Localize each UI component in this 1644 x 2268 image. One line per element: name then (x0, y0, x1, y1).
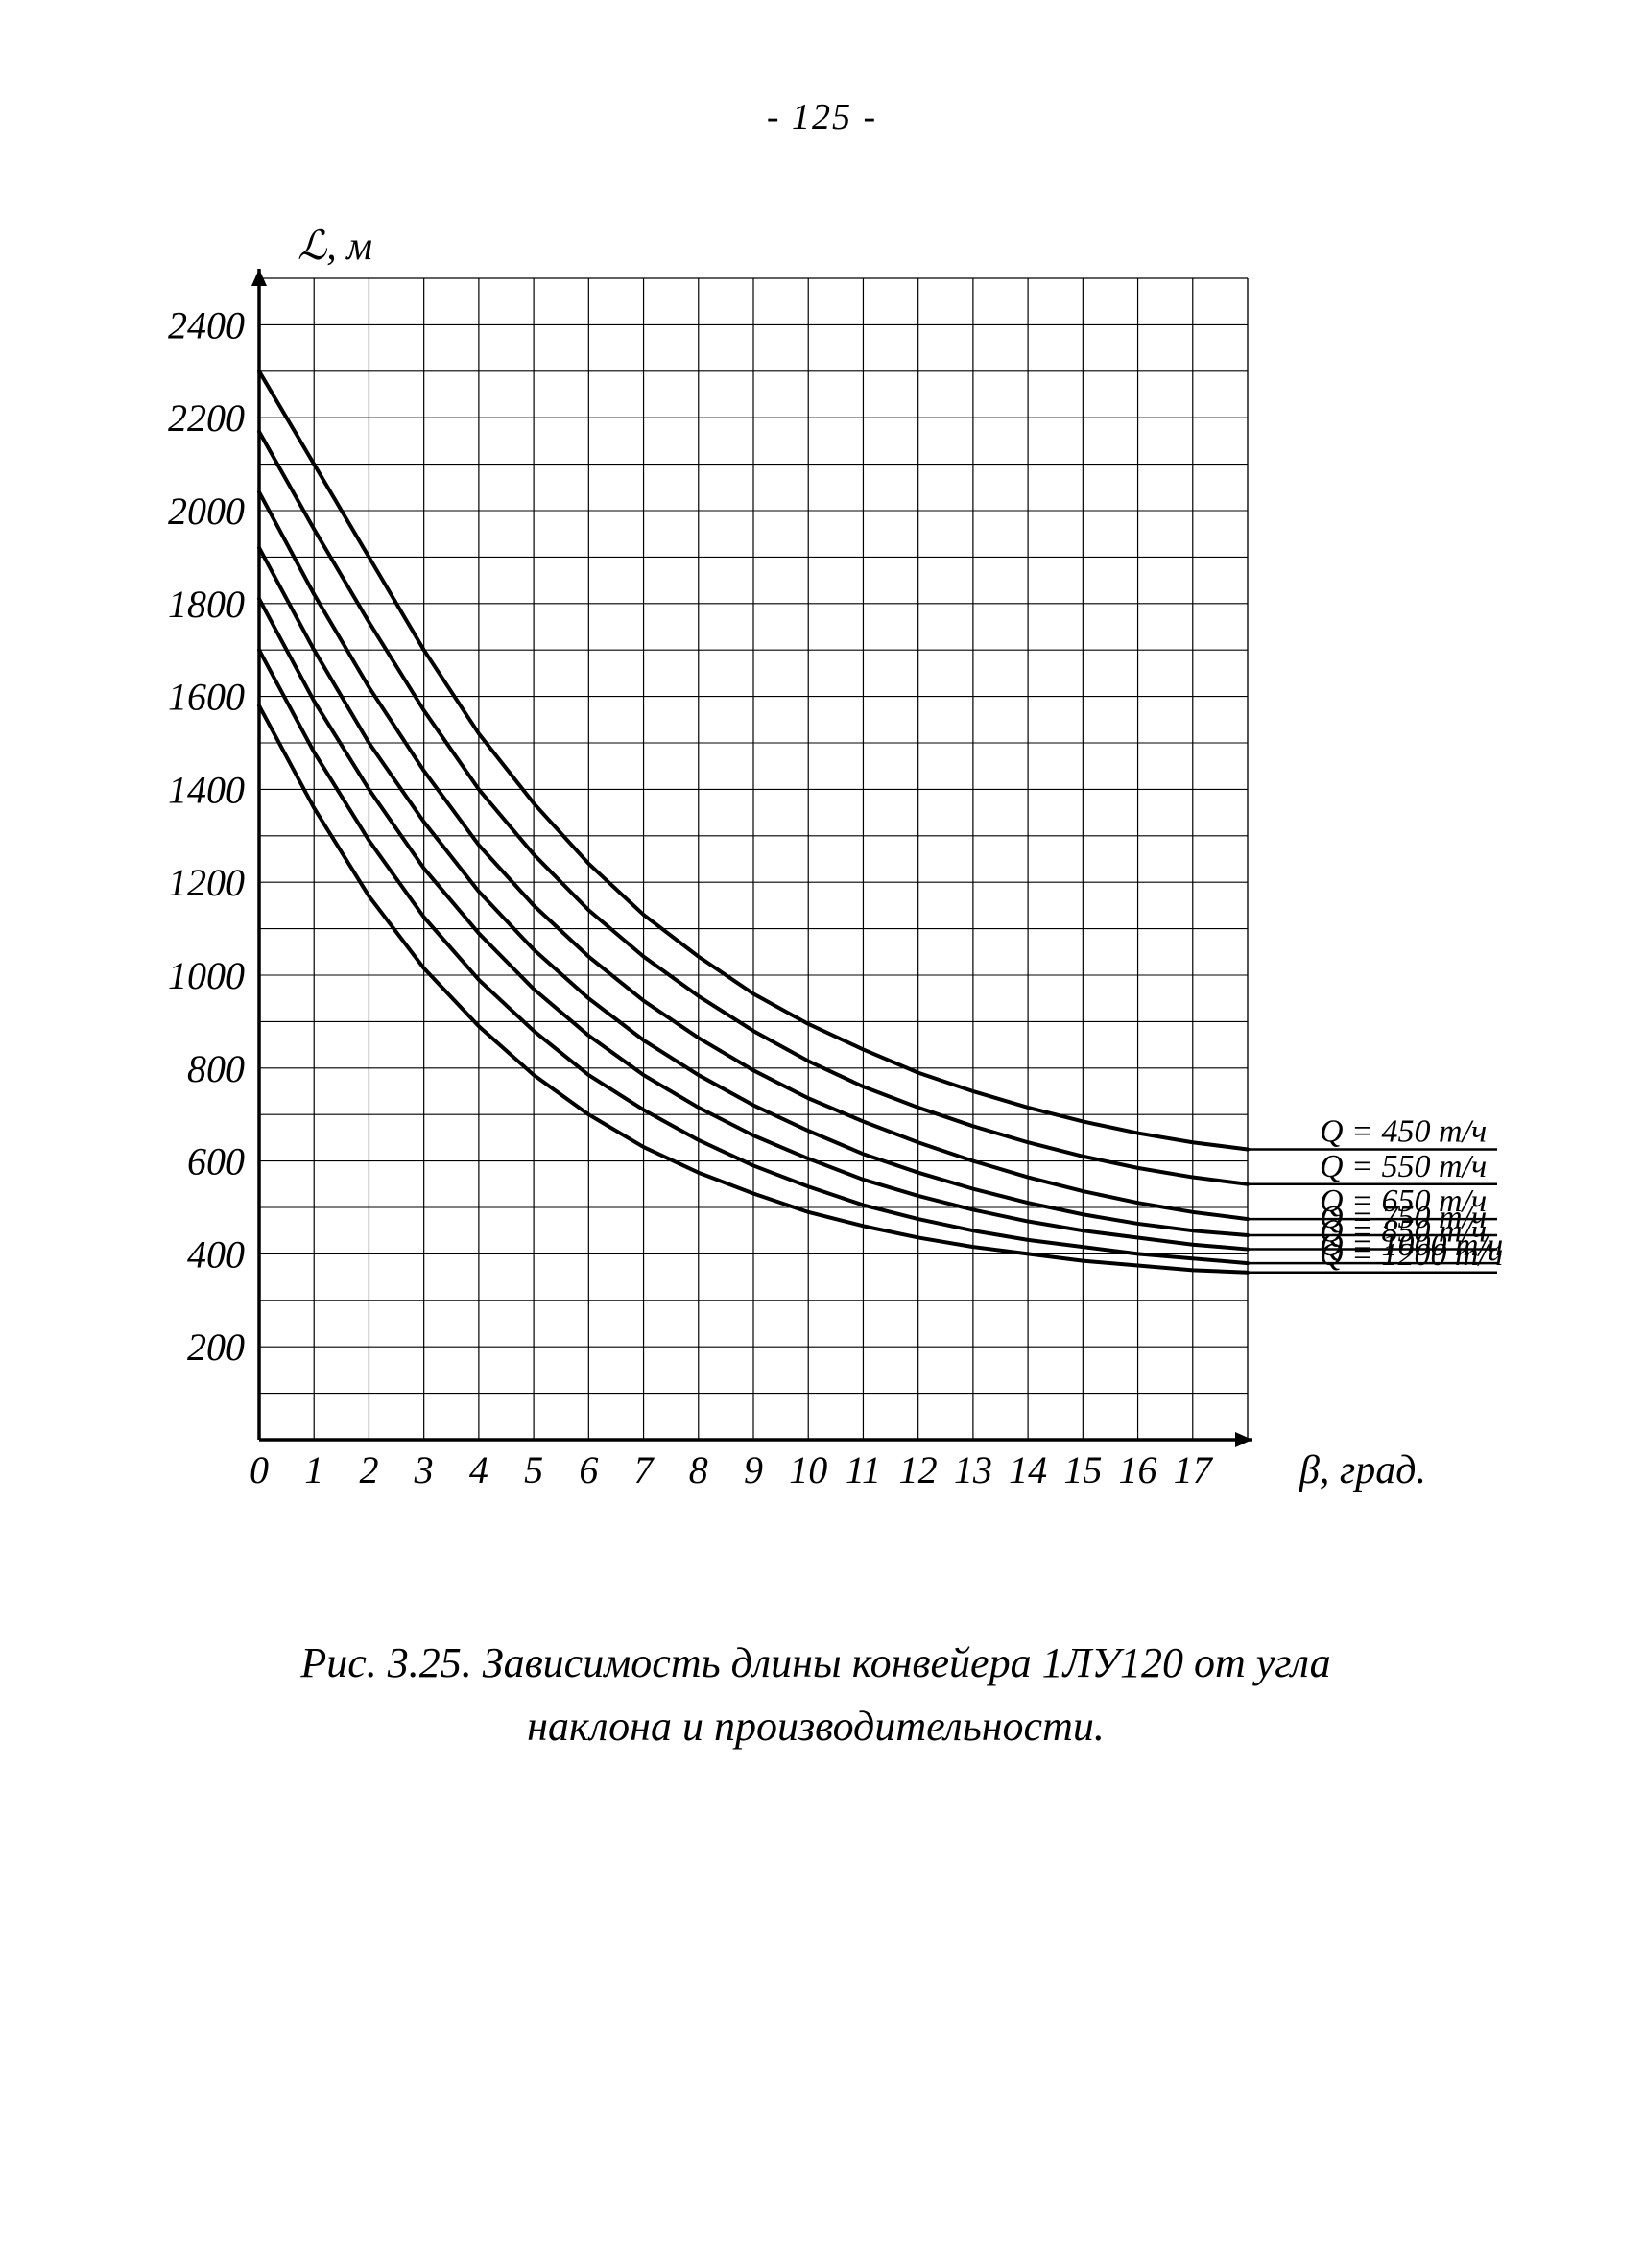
y-tick-label: 2000 (168, 489, 245, 533)
caption-line-2: наклона и производительности. (527, 1703, 1105, 1750)
y-tick-label: 600 (187, 1140, 245, 1183)
series-label: Q = 550 т/ч (1320, 1149, 1487, 1184)
y-tick-label: 1400 (168, 768, 245, 811)
x-tick-label: 16 (1119, 1448, 1157, 1492)
chart-svg: ℒ, м 200 400 600 800 1000 1200 1400 1600 1800 2000… (134, 221, 1507, 1564)
x-tick-label: 12 (899, 1448, 938, 1492)
chart: ℒ, м 200 400 600 800 1000 1200 1400 1600 1800 2000… (134, 221, 1507, 1564)
x-tick-label: 2 (359, 1448, 378, 1492)
x-tick-label: 10 (789, 1448, 827, 1492)
x-tick-label: 0 (250, 1448, 269, 1492)
y-tick-label: 2200 (168, 396, 245, 440)
x-tick-label: 3 (414, 1448, 434, 1492)
page-number: - 125 - (0, 96, 1644, 138)
y-tick-label: 1800 (168, 583, 245, 626)
x-axis-arrow (1235, 1432, 1252, 1447)
x-tick-label: 11 (846, 1448, 881, 1492)
x-tick-label: 4 (469, 1448, 488, 1492)
x-tick-label: 9 (744, 1448, 763, 1492)
x-tick-label: 17 (1174, 1448, 1214, 1492)
y-tick-label: 200 (187, 1325, 245, 1369)
y-tick-label: 1600 (168, 676, 245, 719)
x-tick-label: 1 (304, 1448, 323, 1492)
series-label: Q = 450 т/ч (1320, 1114, 1487, 1150)
x-tick-label: 13 (954, 1448, 992, 1492)
y-tick-label: 2400 (168, 303, 245, 346)
caption-line-1: Рис. 3.25. Зависимость длины конвейера 1… (300, 1639, 1330, 1686)
y-tick-label: 800 (187, 1047, 245, 1090)
y-tick-label: 400 (187, 1232, 245, 1276)
x-tick-label: 6 (579, 1448, 598, 1492)
x-tick-label: 7 (634, 1448, 655, 1492)
x-tick-label: 5 (524, 1448, 543, 1492)
figure-caption: Рис. 3.25. Зависимость длины конвейера 1… (192, 1632, 1440, 1758)
series-label: Q = 1200 т/ч (1320, 1237, 1503, 1273)
x-tick-label: 14 (1009, 1448, 1047, 1492)
y-tick-label: 1200 (168, 861, 245, 904)
x-tick-label: 8 (689, 1448, 708, 1492)
x-axis-title: β, град. (1299, 1448, 1426, 1492)
y-axis-arrow (251, 269, 267, 286)
x-tick-label: 15 (1063, 1448, 1102, 1492)
y-tick-label: 1000 (168, 954, 245, 997)
y-axis-title: ℒ, м (298, 225, 372, 269)
